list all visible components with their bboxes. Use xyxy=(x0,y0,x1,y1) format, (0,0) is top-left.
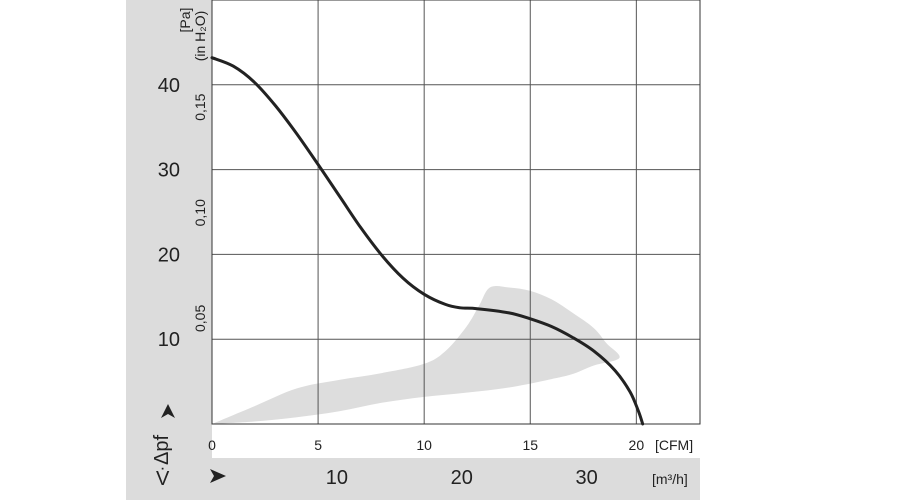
x-tick-label: 0 xyxy=(208,437,216,453)
x-secondary-unit-label: [m³/h] xyxy=(652,471,688,487)
x-secondary-tick-label: 10 xyxy=(326,467,348,489)
x-secondary-tick-label: 20 xyxy=(451,467,473,489)
x-secondary-tick-label: 30 xyxy=(576,467,598,489)
y-tick-label: 10 xyxy=(158,329,180,351)
y-secondary-tick-label: 0,05 xyxy=(192,305,208,332)
y-secondary-tick-label: 0,15 xyxy=(192,93,208,120)
x-tick-labels: 0 5 10 15 20 xyxy=(208,437,644,453)
x-tick-label: 15 xyxy=(522,437,538,453)
y-tick-labels: 10 20 30 40 xyxy=(158,75,180,351)
bottom-axis-panel xyxy=(126,458,700,500)
x-unit-label: [CFM] xyxy=(655,437,693,453)
y-secondary-tick-label: 0,10 xyxy=(192,199,208,226)
y-tick-label: 20 xyxy=(158,244,180,266)
x-tick-label: 10 xyxy=(416,437,432,453)
x-tick-label: 20 xyxy=(629,437,645,453)
y-secondary-tick-labels: 0,05 0,10 0,15 xyxy=(192,93,208,332)
y-secondary-unit-label: (in H₂O) xyxy=(192,11,208,62)
x-secondary-arrow-icon xyxy=(210,469,226,483)
y-tick-label: 40 xyxy=(158,75,180,97)
operating-range-area xyxy=(212,286,620,424)
x-tick-label: 5 xyxy=(314,437,322,453)
left-axis-panel xyxy=(126,0,212,500)
y-unit-label: [Pa] xyxy=(177,8,193,33)
y-axis-arrow-icon xyxy=(161,404,175,418)
x-secondary-tick-labels: 10 20 30 xyxy=(326,467,598,489)
grid xyxy=(212,0,700,424)
y-axis-symbol: Δpf xyxy=(151,435,173,465)
plot-frame xyxy=(211,0,701,425)
pressure-curve xyxy=(210,56,645,426)
y-tick-label: 30 xyxy=(158,160,180,182)
x-secondary-symbol: V̇ xyxy=(156,468,170,490)
